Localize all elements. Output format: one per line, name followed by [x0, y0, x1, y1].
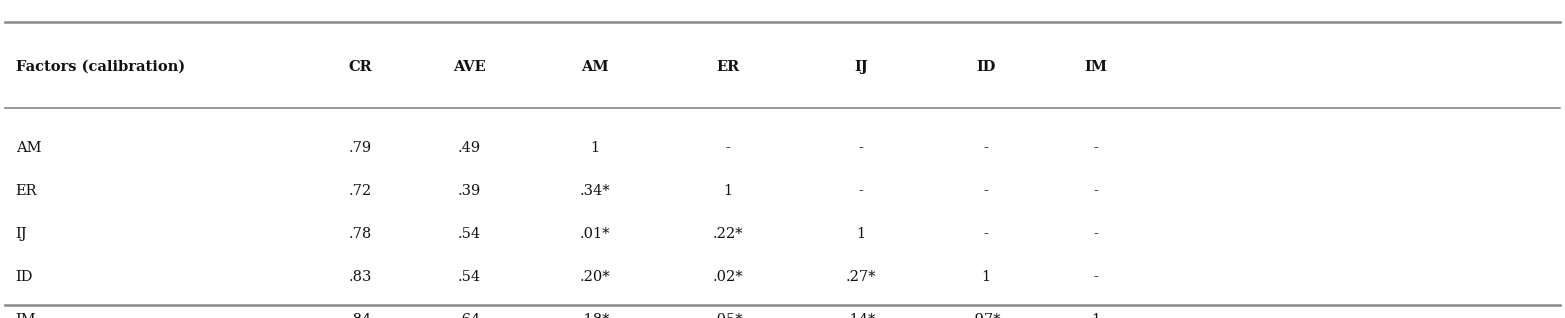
Text: .39: .39 [459, 184, 480, 198]
Text: .22*: .22* [712, 227, 743, 241]
Text: ER: ER [16, 184, 38, 198]
Text: ER: ER [717, 60, 739, 74]
Text: ID: ID [16, 270, 33, 284]
Text: .64: .64 [459, 313, 480, 318]
Text: 1: 1 [856, 227, 865, 241]
Text: IJ: IJ [16, 227, 27, 241]
Text: 1: 1 [981, 270, 991, 284]
Text: 1: 1 [590, 141, 599, 155]
Text: AM: AM [16, 141, 41, 155]
Text: -: - [1092, 227, 1099, 241]
Text: .54: .54 [459, 227, 480, 241]
Text: .20*: .20* [579, 270, 610, 284]
Text: -: - [858, 141, 864, 155]
Text: .84: .84 [349, 313, 371, 318]
Text: .27*: .27* [845, 270, 876, 284]
Text: AVE: AVE [454, 60, 485, 74]
Text: .14*: .14* [845, 313, 876, 318]
Text: .78: .78 [349, 227, 371, 241]
Text: -: - [725, 141, 731, 155]
Text: .18*: .18* [579, 313, 610, 318]
Text: .97*: .97* [970, 313, 1002, 318]
Text: .72: .72 [349, 184, 371, 198]
Text: 1: 1 [1091, 313, 1100, 318]
Text: -: - [983, 184, 989, 198]
Text: Factors (calibration): Factors (calibration) [16, 60, 185, 74]
Text: .34*: .34* [579, 184, 610, 198]
Text: .49: .49 [459, 141, 480, 155]
Text: CR: CR [347, 60, 372, 74]
Text: .79: .79 [349, 141, 371, 155]
Text: -: - [1092, 184, 1099, 198]
Text: IJ: IJ [854, 60, 867, 74]
Text: IM: IM [16, 313, 36, 318]
Text: -: - [983, 141, 989, 155]
Text: .54: .54 [459, 270, 480, 284]
Text: ID: ID [977, 60, 995, 74]
Text: .83: .83 [349, 270, 371, 284]
Text: -: - [983, 227, 989, 241]
Text: .02*: .02* [712, 270, 743, 284]
Text: -: - [1092, 141, 1099, 155]
Text: AM: AM [581, 60, 609, 74]
Text: -: - [1092, 270, 1099, 284]
Text: .05*: .05* [712, 313, 743, 318]
Text: -: - [858, 184, 864, 198]
Text: .01*: .01* [579, 227, 610, 241]
Text: 1: 1 [723, 184, 732, 198]
Text: IM: IM [1085, 60, 1106, 74]
